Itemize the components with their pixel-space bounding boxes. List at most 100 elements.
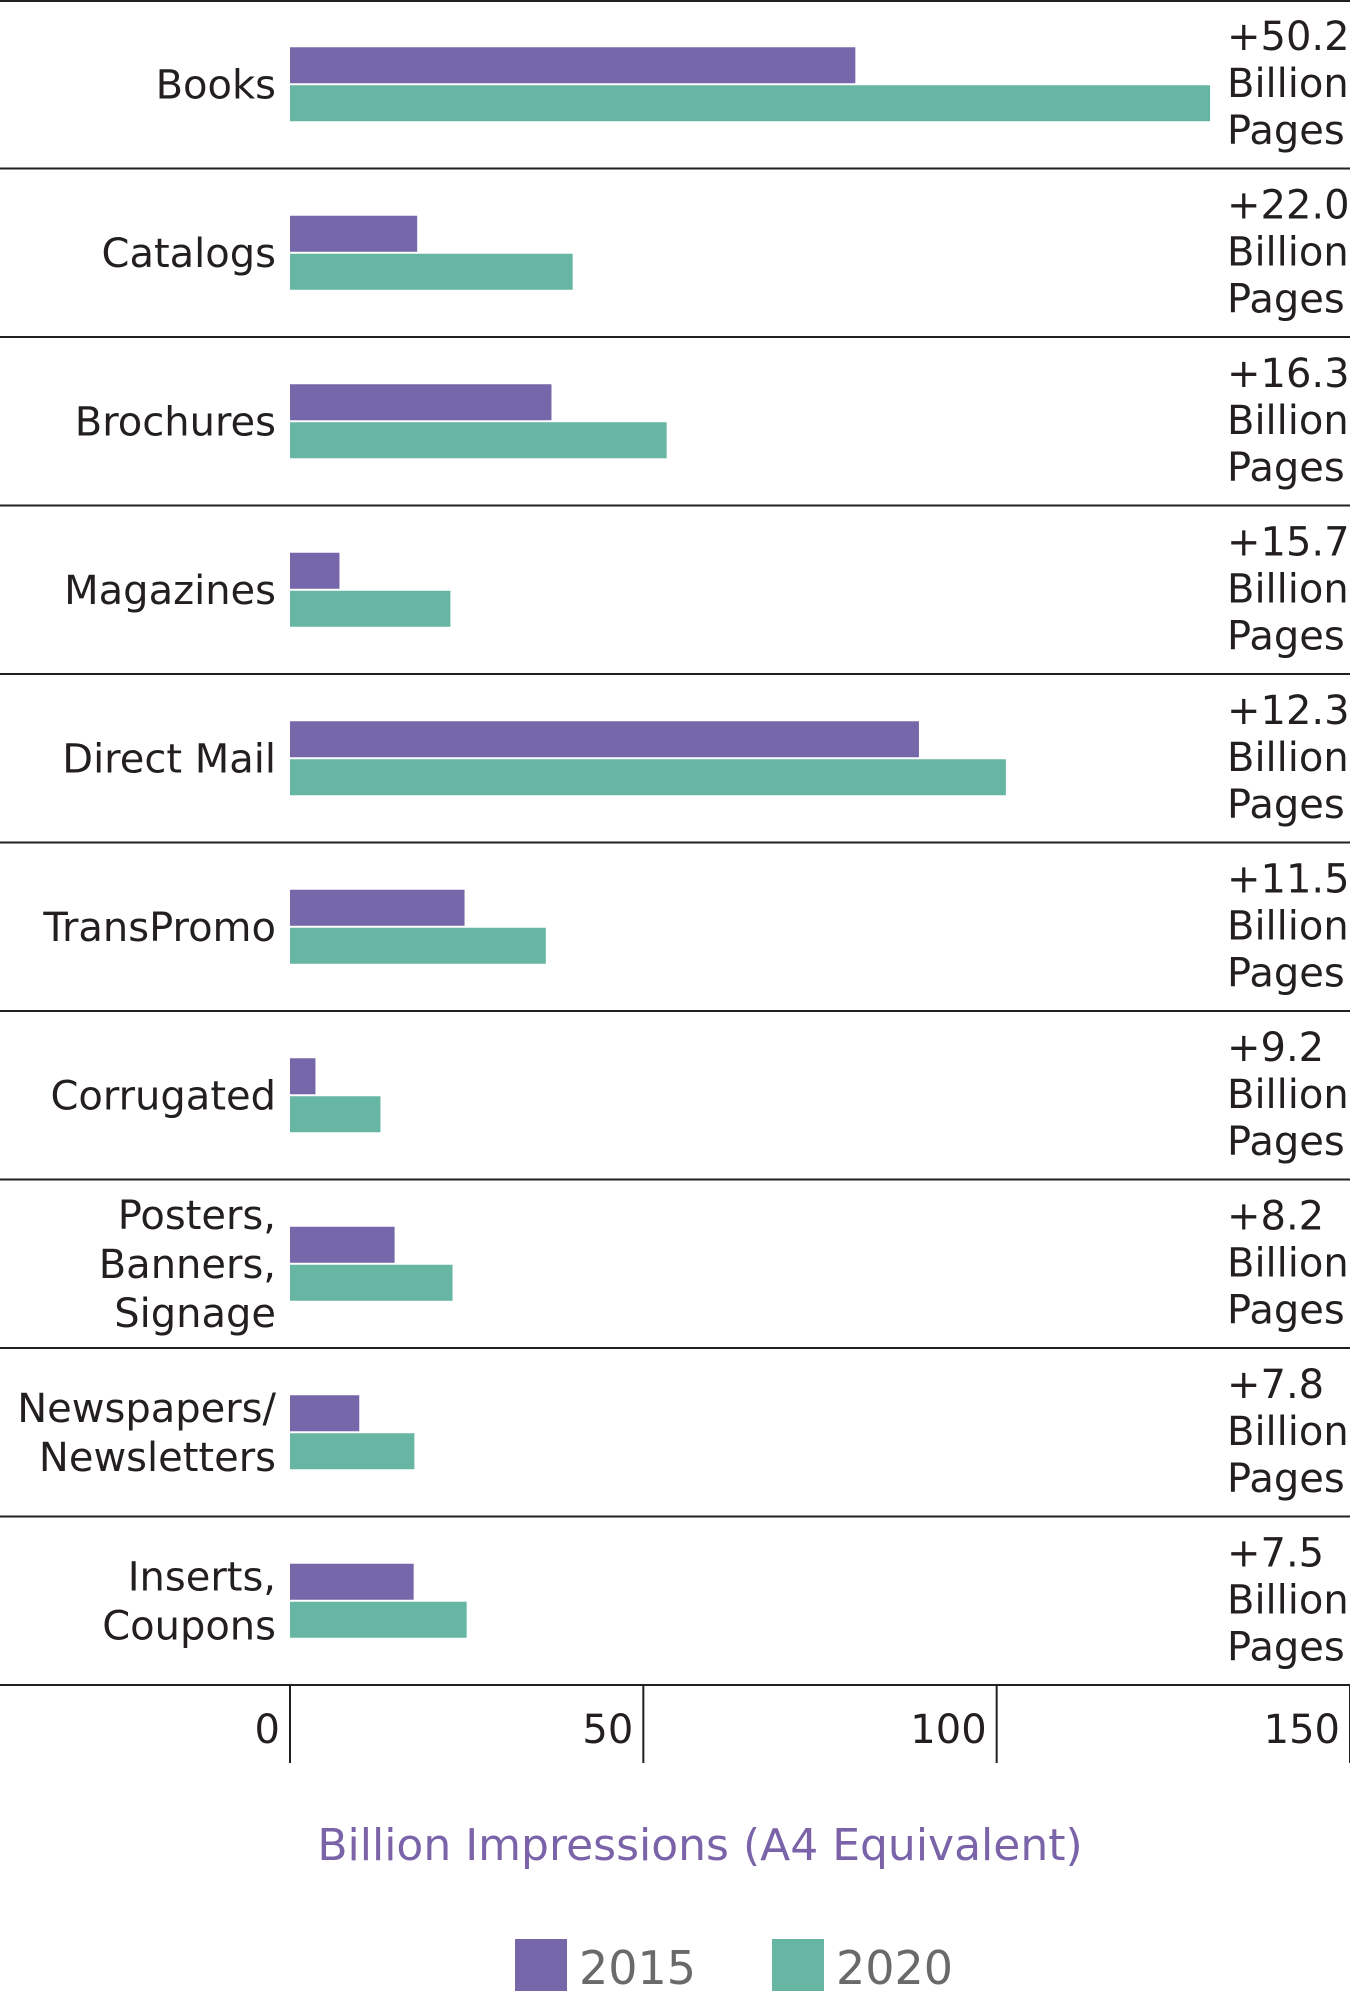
category-label-line: Banners, bbox=[99, 1242, 276, 1288]
growth-annotation-line: Billion bbox=[1227, 398, 1349, 444]
category-row: Newspapers/Newsletters +7.8 Billion Pages bbox=[17, 1362, 1348, 1502]
category-label: Magazines bbox=[64, 568, 276, 614]
category-label: Catalogs bbox=[102, 231, 276, 277]
category-row: Corrugated +9.2 Billion Pages bbox=[50, 1025, 1348, 1165]
bar-2020 bbox=[290, 1433, 415, 1470]
legend-label: 2015 bbox=[579, 1941, 696, 1995]
growth-annotation: +16.3 Billion Pages bbox=[1227, 351, 1350, 491]
bar-2020 bbox=[290, 422, 667, 459]
growth-annotation: +9.2 Billion Pages bbox=[1227, 1025, 1349, 1165]
category-label-line: Posters, bbox=[118, 1193, 276, 1239]
category-row: Books +50.2 Billion Pages bbox=[156, 14, 1350, 154]
category-label-line: Inserts, bbox=[128, 1554, 276, 1600]
growth-annotation-line: Billion bbox=[1227, 230, 1349, 276]
growth-annotation-line: +8.2 bbox=[1227, 1194, 1324, 1240]
growth-annotation-line: +15.7 bbox=[1227, 520, 1350, 566]
bar-2015 bbox=[290, 552, 340, 589]
bar-2020 bbox=[290, 85, 1211, 122]
bar-2020 bbox=[290, 590, 451, 627]
growth-annotation-line: Billion bbox=[1227, 1409, 1349, 1455]
growth-annotation: +11.5 Billion Pages bbox=[1227, 857, 1350, 997]
growth-annotation-line: +11.5 bbox=[1227, 857, 1350, 903]
category-row: Catalogs +22.0 Billion Pages bbox=[102, 183, 1350, 323]
category-row: TransPromo +11.5 Billion Pages bbox=[42, 857, 1349, 997]
bar-2020 bbox=[290, 927, 546, 964]
category-label-line: Corrugated bbox=[50, 1073, 276, 1119]
growth-annotation: +7.5 Billion Pages bbox=[1227, 1531, 1349, 1671]
bar-2015 bbox=[290, 1058, 316, 1095]
bar-2015 bbox=[290, 384, 552, 421]
legend-swatch-2015 bbox=[515, 1939, 567, 1991]
growth-annotation-line: Pages bbox=[1227, 108, 1345, 154]
category-label-line: Magazines bbox=[64, 568, 276, 614]
category-label: Newspapers/Newsletters bbox=[17, 1386, 276, 1481]
legend: 2015 2020 bbox=[515, 1939, 953, 1995]
growth-annotation-line: Pages bbox=[1227, 614, 1345, 660]
growth-annotation-line: Pages bbox=[1227, 1288, 1345, 1334]
category-label-line: Catalogs bbox=[102, 231, 276, 277]
growth-annotation-line: +22.0 bbox=[1227, 183, 1350, 229]
growth-annotation-line: Pages bbox=[1227, 951, 1345, 997]
legend-label: 2020 bbox=[836, 1941, 953, 1995]
bar-2020 bbox=[290, 1264, 453, 1301]
growth-annotation-line: Billion bbox=[1227, 904, 1349, 950]
growth-annotation-line: Pages bbox=[1227, 782, 1345, 828]
legend-swatch-2020 bbox=[772, 1939, 824, 1991]
growth-annotation-line: +50.2 bbox=[1227, 14, 1350, 60]
bar-2020 bbox=[290, 1096, 381, 1133]
category-label: Posters, Banners, Signage bbox=[99, 1193, 276, 1337]
x-tick-label: 50 bbox=[582, 1707, 633, 1753]
bar-2020 bbox=[290, 759, 1006, 796]
growth-annotation-line: Pages bbox=[1227, 277, 1345, 323]
category-label: Brochures bbox=[75, 399, 276, 445]
growth-annotation-line: +12.3 bbox=[1227, 688, 1350, 734]
growth-annotation: +15.7 Billion Pages bbox=[1227, 520, 1350, 660]
growth-annotation-line: +7.8 bbox=[1227, 1362, 1324, 1408]
bar-2015 bbox=[290, 1563, 414, 1600]
bar-2015 bbox=[290, 215, 418, 252]
growth-annotation-line: Pages bbox=[1227, 1625, 1345, 1671]
category-label-line: Newsletters bbox=[39, 1435, 276, 1481]
category-row: Brochures +16.3 Billion Pages bbox=[75, 351, 1350, 491]
growth-annotation: +22.0 Billion Pages bbox=[1227, 183, 1350, 323]
bar-2015 bbox=[290, 1395, 360, 1432]
growth-annotation-line: +7.5 bbox=[1227, 1531, 1324, 1577]
x-axis: 0 50 100 150 bbox=[255, 1685, 1350, 1763]
bar-2015 bbox=[290, 1226, 395, 1263]
category-label-line: Brochures bbox=[75, 399, 276, 445]
category-label-line: Signage bbox=[114, 1291, 276, 1337]
growth-annotation: +50.2 Billion Pages bbox=[1227, 14, 1350, 154]
growth-annotation-line: Pages bbox=[1227, 1119, 1345, 1165]
bar-2020 bbox=[290, 1601, 467, 1638]
growth-annotation-line: Billion bbox=[1227, 567, 1349, 613]
category-label-line: Newspapers/ bbox=[17, 1386, 276, 1432]
category-label: Corrugated bbox=[50, 1073, 276, 1119]
category-row: Direct Mail +12.3 Billion Pages bbox=[62, 688, 1349, 828]
category-row: Magazines +15.7 Billion Pages bbox=[64, 520, 1349, 660]
category-label-line: Direct Mail bbox=[62, 736, 276, 782]
category-label: Inserts, Coupons bbox=[102, 1554, 276, 1649]
bar-2015 bbox=[290, 47, 856, 84]
category-label: TransPromo bbox=[42, 905, 276, 951]
category-label: Direct Mail bbox=[62, 736, 276, 782]
growth-annotation-line: Billion bbox=[1227, 1241, 1349, 1287]
growth-annotation-line: Pages bbox=[1227, 445, 1345, 491]
growth-annotation-line: Billion bbox=[1227, 735, 1349, 781]
category-row: Posters, Banners, Signage +8.2 Billion Pages bbox=[99, 1193, 1349, 1337]
x-tick-label: 150 bbox=[1264, 1707, 1340, 1753]
category-label-line: Coupons bbox=[102, 1603, 276, 1649]
growth-annotation-line: Pages bbox=[1227, 1456, 1345, 1502]
growth-annotation-line: Billion bbox=[1227, 1578, 1349, 1624]
growth-annotation: +7.8 Billion Pages bbox=[1227, 1362, 1349, 1502]
x-tick-label: 100 bbox=[910, 1707, 986, 1753]
growth-annotation: +12.3 Billion Pages bbox=[1227, 688, 1350, 828]
growth-annotation-line: +16.3 bbox=[1227, 351, 1350, 397]
growth-annotation-line: +9.2 bbox=[1227, 1025, 1324, 1071]
x-tick-label: 0 bbox=[255, 1707, 280, 1753]
growth-annotation-line: Billion bbox=[1227, 61, 1349, 107]
growth-annotation: +8.2 Billion Pages bbox=[1227, 1194, 1349, 1334]
category-label: Books bbox=[156, 62, 276, 108]
bar-2020 bbox=[290, 253, 573, 290]
